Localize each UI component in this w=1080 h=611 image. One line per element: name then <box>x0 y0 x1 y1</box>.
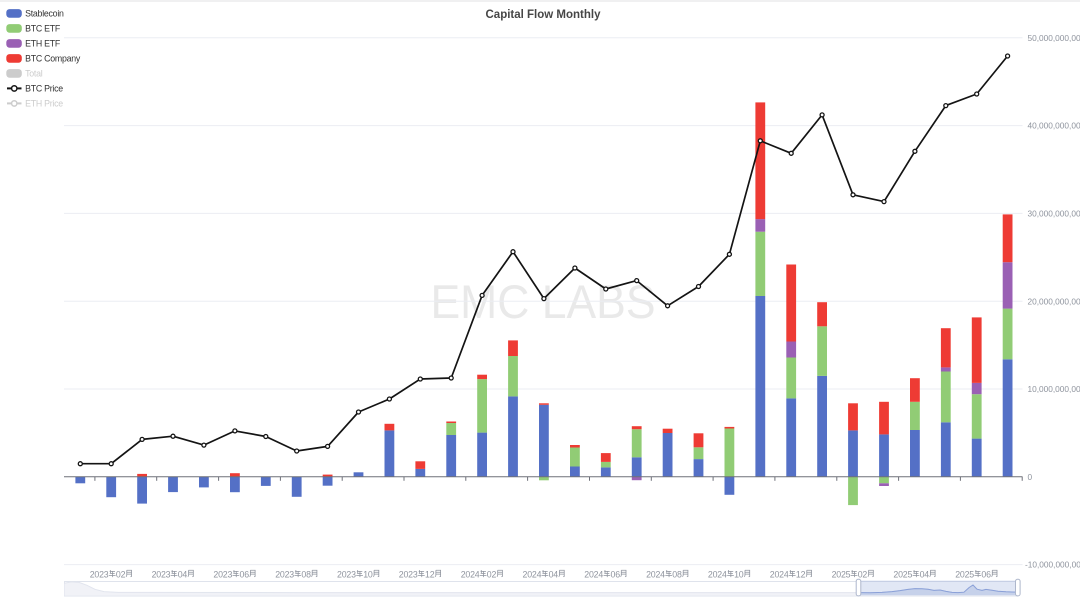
svg-text:ETH ETF: ETH ETF <box>25 39 61 49</box>
svg-text:2023: 2023 <box>337 569 356 579</box>
svg-text:12: 12 <box>796 569 806 579</box>
svg-text:-10,000,000,000: -10,000,000,000 <box>1025 560 1080 570</box>
svg-text:02: 02 <box>487 569 497 579</box>
svg-text:30,000,000,000: 30,000,000,000 <box>1028 209 1080 219</box>
svg-text:2025: 2025 <box>893 569 912 579</box>
svg-text:2023: 2023 <box>275 569 294 579</box>
svg-text:2025: 2025 <box>832 569 851 579</box>
svg-text:Total: Total <box>25 69 43 79</box>
svg-text:Capital Flow Monthly: Capital Flow Monthly <box>486 9 602 21</box>
svg-text:BTC Price: BTC Price <box>25 84 63 94</box>
svg-text:2024: 2024 <box>461 569 480 579</box>
svg-text:50,000,000,000: 50,000,000,000 <box>1028 33 1080 43</box>
svg-text:ETH Price: ETH Price <box>25 99 63 109</box>
svg-text:04: 04 <box>920 569 930 579</box>
svg-text:02: 02 <box>116 569 126 579</box>
svg-text:BTC ETF: BTC ETF <box>25 24 61 34</box>
svg-text:2023: 2023 <box>213 569 232 579</box>
svg-text:40,000,000,000: 40,000,000,000 <box>1028 121 1080 131</box>
svg-text:2023: 2023 <box>399 569 418 579</box>
svg-text:2025: 2025 <box>955 569 974 579</box>
svg-text:04: 04 <box>178 569 188 579</box>
svg-text:06: 06 <box>981 569 991 579</box>
svg-text:08: 08 <box>672 569 682 579</box>
svg-text:20,000,000,000: 20,000,000,000 <box>1028 296 1080 306</box>
svg-text:2024: 2024 <box>708 569 727 579</box>
svg-text:10: 10 <box>734 569 744 579</box>
svg-text:2023: 2023 <box>152 569 171 579</box>
svg-text:12: 12 <box>425 569 435 579</box>
svg-text:2024: 2024 <box>523 569 542 579</box>
svg-text:02: 02 <box>858 569 868 579</box>
svg-text:0: 0 <box>1028 472 1033 482</box>
svg-text:06: 06 <box>611 569 621 579</box>
svg-text:08: 08 <box>301 569 311 579</box>
svg-text:04: 04 <box>549 569 559 579</box>
svg-text:10: 10 <box>363 569 373 579</box>
svg-text:10,000,000,000: 10,000,000,000 <box>1028 384 1080 394</box>
svg-text:06: 06 <box>240 569 250 579</box>
svg-text:2024: 2024 <box>584 569 603 579</box>
svg-text:BTC Company: BTC Company <box>25 54 81 64</box>
svg-text:Stablecoin: Stablecoin <box>25 9 64 19</box>
svg-text:2023: 2023 <box>90 569 109 579</box>
svg-text:2024: 2024 <box>646 569 665 579</box>
svg-text:2024: 2024 <box>770 569 789 579</box>
